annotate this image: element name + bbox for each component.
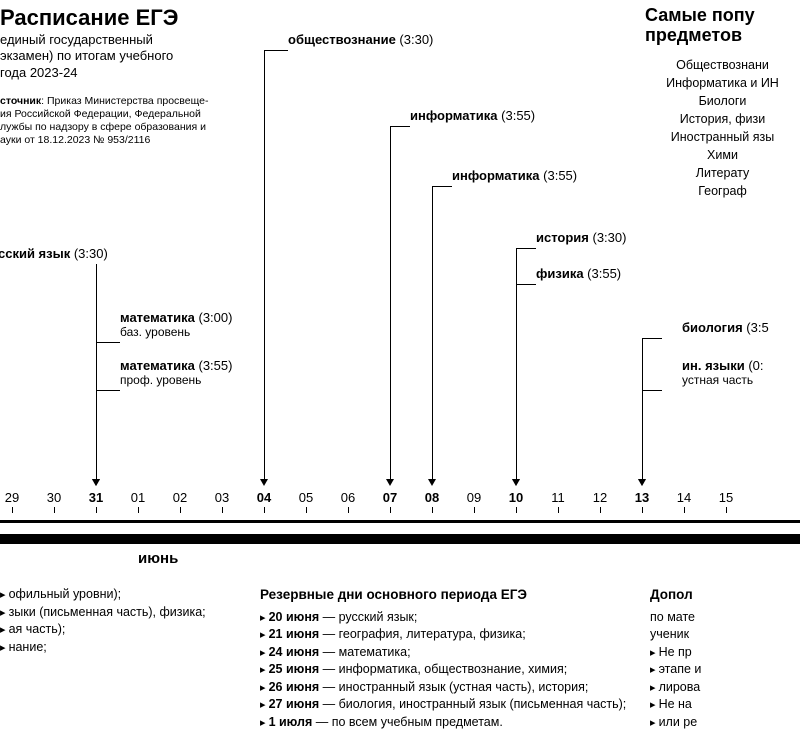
callout-mathp: математика (3:55)проф. уровень bbox=[120, 358, 232, 387]
callout-stem bbox=[516, 284, 517, 479]
callout-stem bbox=[96, 390, 97, 479]
popular-list: ОбществознаниИнформатика и ИНБиологиИсто… bbox=[645, 56, 800, 201]
callout-soc: обществознание (3:30) bbox=[288, 32, 433, 47]
tick-29: 29 bbox=[0, 490, 32, 513]
bottom-col-mid: Резервные дни основного периода ЕГЭ 20 ию… bbox=[260, 586, 626, 731]
callout-mathb: математика (3:00)баз. уровень bbox=[120, 310, 232, 339]
timeline-ticks: 293031010203040506070809101112131415 bbox=[0, 490, 800, 520]
tick-01: 01 bbox=[118, 490, 158, 513]
canvas: Расписание ЕГЭ единый государственныйэкз… bbox=[0, 0, 800, 700]
popular-title: Самые попупредметов bbox=[645, 6, 800, 46]
callout-inf2: информатика (3:55) bbox=[452, 168, 577, 183]
timeline-thin-bar bbox=[0, 520, 800, 523]
callout-stem bbox=[642, 390, 643, 479]
col-line: этапе и bbox=[650, 661, 701, 679]
popular-item: Информатика и ИН bbox=[645, 74, 800, 92]
col-line: Не пр bbox=[650, 644, 701, 662]
col-line: лирова bbox=[650, 679, 701, 697]
tick-14: 14 bbox=[664, 490, 704, 513]
tick-02: 02 bbox=[160, 490, 200, 513]
tick-30: 30 bbox=[34, 490, 74, 513]
tick-05: 05 bbox=[286, 490, 326, 513]
callout-inf1: информатика (3:55) bbox=[410, 108, 535, 123]
callout-lead bbox=[642, 338, 662, 339]
col-line: 27 июня — биология, иностранный язык (пи… bbox=[260, 696, 626, 714]
col-line: 21 июня — география, литература, физика; bbox=[260, 626, 626, 644]
tick-09: 09 bbox=[454, 490, 494, 513]
popular-item: Географ bbox=[645, 182, 800, 200]
page-subtitle: единый государственныйэкзамен) по итогам… bbox=[0, 32, 250, 81]
arrowhead-icon bbox=[428, 479, 436, 486]
tick-12: 12 bbox=[580, 490, 620, 513]
callout-lead bbox=[516, 284, 536, 285]
arrowhead-icon bbox=[386, 479, 394, 486]
callout-phys: физика (3:55) bbox=[536, 266, 621, 281]
col-line: офильный уровни); bbox=[0, 586, 206, 604]
callout-lead bbox=[264, 50, 288, 51]
callout-stem bbox=[264, 50, 265, 479]
source-note: сточник: Приказ Министерства просвеще-ия… bbox=[0, 95, 250, 148]
timeline: 293031010203040506070809101112131415 июн… bbox=[0, 490, 800, 520]
tick-04: 04 bbox=[244, 490, 284, 513]
col-line: Не на bbox=[650, 696, 701, 714]
callout-lang: ин. языки (0:устная часть bbox=[682, 358, 764, 387]
col-heading: Допол bbox=[650, 586, 701, 605]
timeline-thick-bar bbox=[0, 534, 800, 544]
col-heading: Резервные дни основного периода ЕГЭ bbox=[260, 586, 626, 605]
col-line: 1 июля — по всем учебным предметам. bbox=[260, 714, 626, 731]
popular-block: Самые попупредметов ОбществознаниИнформа… bbox=[645, 6, 800, 201]
callout-stem bbox=[432, 186, 433, 479]
popular-item: Обществознани bbox=[645, 56, 800, 74]
col-line: 26 июня — иностранный язык (устная часть… bbox=[260, 679, 626, 697]
tick-15: 15 bbox=[706, 490, 746, 513]
tick-10: 10 bbox=[496, 490, 536, 513]
col-line: по мате bbox=[650, 609, 701, 627]
tick-07: 07 bbox=[370, 490, 410, 513]
callout-lead bbox=[432, 186, 452, 187]
col-line: 25 июня — информатика, обществознание, х… bbox=[260, 661, 626, 679]
tick-08: 08 bbox=[412, 490, 452, 513]
col-line: 24 июня — математика; bbox=[260, 644, 626, 662]
col-line: ученик bbox=[650, 626, 701, 644]
popular-item: Биологи bbox=[645, 92, 800, 110]
bottom-col-left: офильный уровни);зыки (письменная часть)… bbox=[0, 586, 206, 656]
popular-item: Хими bbox=[645, 146, 800, 164]
popular-item: Литерату bbox=[645, 164, 800, 182]
popular-item: История, физи bbox=[645, 110, 800, 128]
month-label: июнь bbox=[138, 550, 178, 567]
col-line: ая часть); bbox=[0, 621, 206, 639]
tick-06: 06 bbox=[328, 490, 368, 513]
callout-stem bbox=[390, 126, 391, 479]
page-title: Расписание ЕГЭ bbox=[0, 6, 250, 30]
arrowhead-icon bbox=[512, 479, 520, 486]
col-line: 20 июня — русский язык; bbox=[260, 609, 626, 627]
callout-bio: биология (3:5 bbox=[682, 320, 769, 335]
popular-item: Иностранный язы bbox=[645, 128, 800, 146]
col-line: или ре bbox=[650, 714, 701, 731]
arrowhead-icon bbox=[638, 479, 646, 486]
callout-lead bbox=[642, 390, 662, 391]
callout-lead bbox=[96, 390, 120, 391]
bottom-col-right: Допол по матеученикНе прэтапе илироваНе н… bbox=[650, 586, 701, 731]
callout-hist: история (3:30) bbox=[536, 230, 626, 245]
tick-03: 03 bbox=[202, 490, 242, 513]
arrowhead-icon bbox=[92, 479, 100, 486]
callout-lead bbox=[96, 342, 120, 343]
col-line: нание; bbox=[0, 639, 206, 657]
tick-31: 31 bbox=[76, 490, 116, 513]
callout-rus: сский язык (3:30) bbox=[0, 246, 108, 261]
tick-13: 13 bbox=[622, 490, 662, 513]
col-line: зыки (письменная часть), физика; bbox=[0, 604, 206, 622]
callout-lead bbox=[390, 126, 410, 127]
source-label: сточник bbox=[0, 95, 41, 107]
callout-lead bbox=[516, 248, 536, 249]
header-left: Расписание ЕГЭ единый государственныйэкз… bbox=[0, 6, 250, 147]
arrowhead-icon bbox=[260, 479, 268, 486]
tick-11: 11 bbox=[538, 490, 578, 513]
